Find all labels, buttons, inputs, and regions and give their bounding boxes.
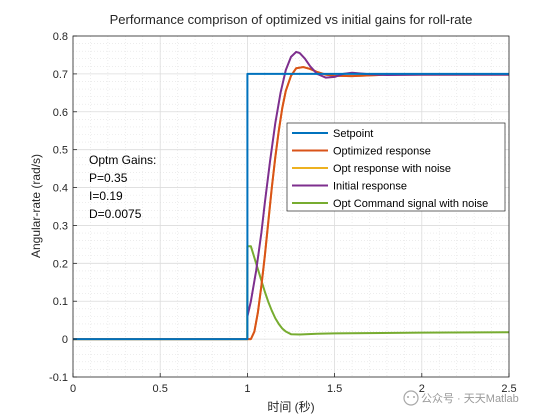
gains-annotation: Optm Gains: P=0.35 I=0.19 D=0.0075 (89, 153, 156, 221)
y-tick-label: -0.1 (49, 372, 68, 384)
gains-i: I=0.19 (89, 189, 123, 203)
wechat-icon-eye-left (407, 396, 409, 398)
legend: Setpoint Optimized response Opt response w… (286, 122, 506, 212)
y-tick-label: 0 (62, 334, 68, 346)
legend-label-2: Opt response with noise (333, 163, 451, 175)
x-tick-label: 0.5 (153, 383, 168, 395)
watermark: 公众号 · 天天Matlab (403, 390, 519, 406)
legend-label-0: Setpoint (333, 128, 373, 140)
y-axis-label: Angular-rate (rad/s) (29, 154, 43, 258)
legend-label-4: Opt Command signal with noise (333, 198, 488, 210)
x-tick-label: 1.5 (327, 383, 342, 395)
tick-marks (72, 35, 510, 378)
x-tick-label: 1 (244, 383, 250, 395)
x-tick-label: 0 (70, 383, 76, 395)
legend-label-3: Initial response (333, 181, 407, 193)
legend-entries: Setpoint Optimized response Opt response w… (292, 128, 488, 210)
series-layer (73, 50, 510, 341)
series-line-4 (73, 245, 510, 341)
x-tick-labels: 0 0.5 1 1.5 2 2.5 (70, 383, 517, 395)
gains-d: D=0.0075 (89, 207, 142, 221)
y-tick-labels: -0.1 0 0.1 0.2 0.3 0.4 0.5 0.6 0.7 0.8 (49, 31, 68, 384)
watermark-text: 公众号 · 天天Matlab (421, 392, 519, 405)
y-tick-label: 0.2 (53, 258, 68, 270)
y-tick-label: 0.8 (53, 31, 68, 43)
chart-title: Performance comprison of optimized vs in… (110, 12, 473, 27)
axes-box (72, 35, 510, 378)
y-tick-label: 0.1 (53, 296, 68, 308)
legend-label-1: Optimized response (333, 146, 431, 158)
series-line-0 (73, 72, 509, 341)
x-axis-label: 时间 (秒) (267, 400, 314, 414)
series-line-1 (73, 66, 509, 341)
gains-title: Optm Gains: (89, 153, 156, 167)
y-tick-label: 0.6 (53, 107, 68, 119)
wechat-icon (403, 390, 419, 406)
wechat-icon-eye-right (413, 396, 415, 398)
y-tick-label: 0.7 (53, 69, 68, 81)
x-tick-label: 2 (419, 383, 425, 395)
gains-p: P=0.35 (89, 171, 128, 185)
y-tick-label: 0.3 (53, 220, 68, 232)
y-tick-label: 0.4 (53, 183, 68, 195)
x-tick-label: 2.5 (501, 383, 516, 395)
y-tick-label: 0.5 (53, 145, 68, 157)
